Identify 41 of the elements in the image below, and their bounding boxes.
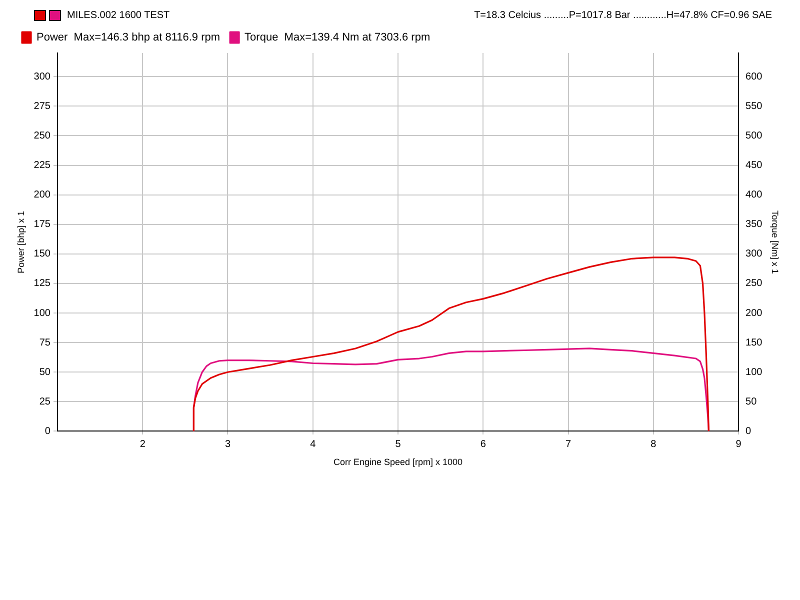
y-tick-label: 225 — [34, 160, 51, 172]
y2-tick-label: 600 — [746, 71, 763, 82]
y-tick-label: 0 — [44, 426, 51, 437]
y2-tick-label: 400 — [746, 190, 763, 201]
legend-label: Torque Max=139.4 Nm at 7303.6 rpm — [244, 32, 430, 44]
legend-label: Power Max=146.3 bhp at 8116.9 rpm — [36, 32, 220, 44]
y-tick-label: 50 — [39, 366, 51, 378]
y-tick-label: 25 — [39, 396, 51, 408]
x-tick-label: 7 — [565, 438, 572, 450]
y2-tick-label: 550 — [746, 100, 763, 112]
x-tick-label: 9 — [736, 438, 742, 450]
y2-tick-label: 450 — [746, 160, 763, 172]
y2-tick-label: 250 — [746, 278, 763, 290]
x-tick-label: 2 — [140, 438, 146, 450]
y-tick-label: 275 — [34, 100, 51, 112]
y-tick-label: 125 — [34, 278, 51, 290]
x-tick-label: 8 — [650, 438, 657, 450]
y-tick-label: 150 — [34, 248, 51, 260]
x-tick-label: 4 — [310, 438, 316, 450]
x-axis-title: Corr Engine Speed [rpm] x 1000 — [333, 457, 463, 468]
y2-axis-title: Torque [Nm] x 1 — [770, 210, 780, 274]
y2-tick-label: 350 — [746, 219, 763, 230]
y-tick-label: 100 — [34, 308, 51, 319]
y2-tick-label: 50 — [746, 396, 758, 408]
y2-tick-label: 100 — [746, 366, 763, 378]
y2-tick-label: 500 — [746, 130, 763, 142]
y2-tick-label: 200 — [746, 308, 763, 319]
y2-tick-label: 150 — [746, 337, 763, 348]
y-tick-label: 175 — [34, 219, 51, 230]
x-tick-label: 3 — [224, 438, 231, 450]
y-tick-label: 250 — [34, 130, 51, 142]
y-axis-title: Power [bhp] x 1 — [16, 210, 26, 274]
y-tick-label: 75 — [39, 337, 51, 348]
x-tick-label: 5 — [395, 438, 402, 450]
y-tick-label: 300 — [34, 71, 51, 82]
y-tick-label: 200 — [34, 190, 51, 201]
x-tick-label: 6 — [480, 438, 486, 450]
y2-tick-label: 300 — [746, 248, 763, 260]
chart-title: MILES.002 1600 TEST — [67, 10, 170, 20]
y2-tick-label: 0 — [746, 426, 752, 437]
text: T=18.3 Celcius .........P=1017.8 Bar ............H=47.8% CF=0.96 SAE — [474, 10, 772, 20]
